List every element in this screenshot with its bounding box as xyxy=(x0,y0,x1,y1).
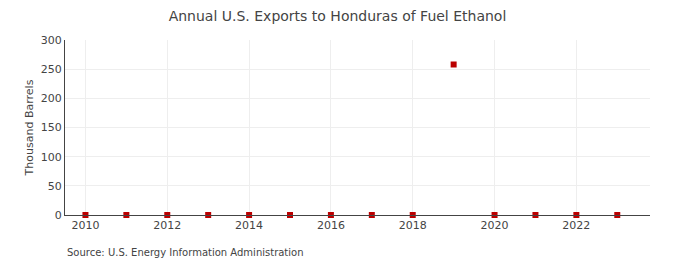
svg-text:250: 250 xyxy=(41,63,62,76)
svg-text:2012: 2012 xyxy=(153,219,181,232)
svg-text:100: 100 xyxy=(41,151,62,164)
svg-text:2010: 2010 xyxy=(71,219,99,232)
svg-text:Thousand Barrels: Thousand Barrels xyxy=(23,79,36,176)
svg-text:150: 150 xyxy=(41,121,62,134)
svg-text:300: 300 xyxy=(41,34,62,47)
svg-text:Annual U.S. Exports to Hondura: Annual U.S. Exports to Honduras of Fuel … xyxy=(169,8,507,24)
svg-text:2016: 2016 xyxy=(317,219,345,232)
svg-text:2014: 2014 xyxy=(235,219,263,232)
svg-text:2020: 2020 xyxy=(481,219,509,232)
svg-text:0: 0 xyxy=(55,209,62,222)
svg-text:200: 200 xyxy=(41,92,62,105)
svg-text:Source: U.S. Energy Informatio: Source: U.S. Energy Information Administ… xyxy=(67,247,304,258)
svg-text:2022: 2022 xyxy=(562,219,590,232)
svg-text:2018: 2018 xyxy=(399,219,427,232)
svg-text:50: 50 xyxy=(48,180,62,193)
